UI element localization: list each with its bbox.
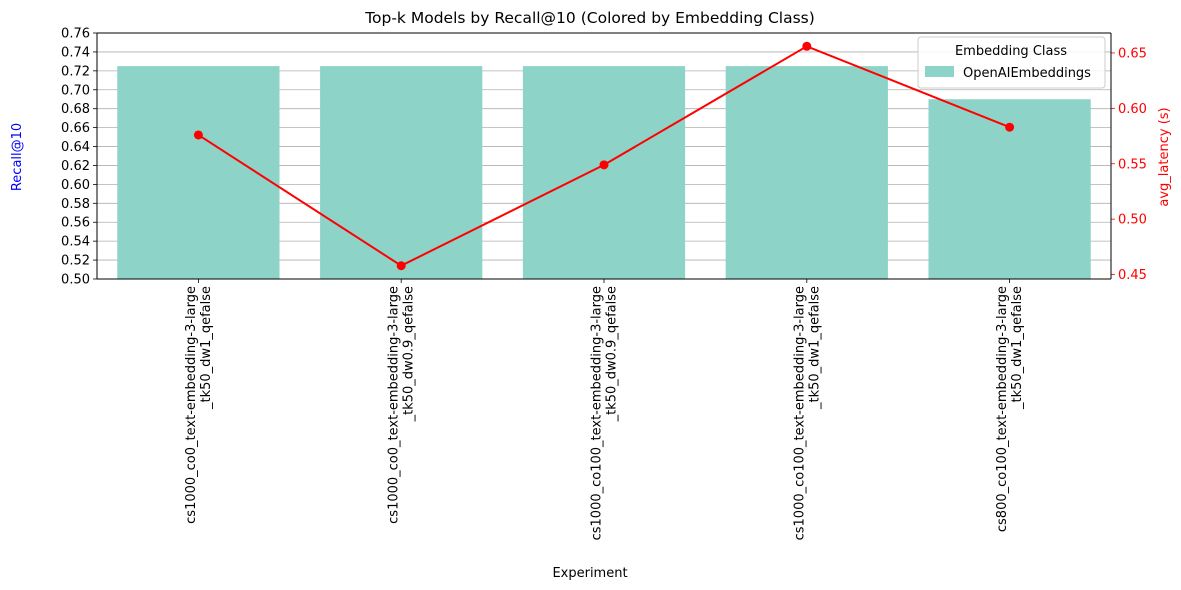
- y-axis-label: Recall@10: [10, 123, 25, 191]
- bars-group: [117, 66, 1091, 279]
- latency-point: [599, 160, 609, 170]
- x-tick-label-line: _tk50_dw1_qefalse: [807, 286, 822, 410]
- x-tick-label-line: cs1000_co100_text-embedding-3-large: [590, 286, 605, 540]
- y-tick-label: 0.52: [61, 254, 90, 269]
- y-tick-label: 0.64: [61, 140, 90, 155]
- x-tick-label-line: _tk50_dw0.9_qefalse: [605, 286, 620, 422]
- x-tick-label: cs1000_co0_text-embedding-3-large _tk50_d…: [184, 286, 214, 524]
- x-tick-labels: cs1000_co0_text-embedding-3-large _tk50_d…: [184, 286, 1025, 540]
- bar: [117, 66, 280, 279]
- y2-axis-label: avg_latency (s): [1157, 107, 1172, 206]
- y-tick-label: 0.56: [61, 216, 90, 231]
- x-tick-label-line: cs1000_co0_text-embedding-3-large: [184, 286, 199, 524]
- y-tick-label: 0.76: [61, 27, 90, 42]
- x-tick-label: cs1000_co0_text-embedding-3-large _tk50_d…: [387, 286, 417, 524]
- legend-title: Embedding Class: [955, 44, 1067, 59]
- y-tick-label: 0.72: [61, 64, 90, 79]
- y-tick-label: 0.68: [61, 102, 90, 117]
- legend-box: [917, 36, 1106, 89]
- y-tick-label: 0.58: [61, 197, 90, 212]
- x-axis-label: Experiment: [552, 566, 627, 581]
- y2-tick-label: 0.65: [1118, 46, 1147, 61]
- latency-point: [1005, 122, 1015, 132]
- x-tick-label-line: _tk50_dw0.9_qefalse: [402, 286, 417, 422]
- x-tick-label: cs800_co100_text-embedding-3-large _tk50_…: [995, 286, 1025, 532]
- x-tick-label-line: _tk50_dw1_qefalse: [199, 286, 214, 410]
- legend-entry-label: OpenAIEmbeddings: [963, 66, 1091, 81]
- axes-group: 0.50 0.52 0.54 0.56 0.58 0.60 0.62 0.64 0.66 0.68…: [61, 27, 1147, 288]
- x-tick-label-line: cs1000_co100_text-embedding-3-large: [792, 286, 807, 540]
- bar: [522, 66, 686, 279]
- y-tick-label: 0.50: [61, 273, 90, 288]
- chart-title: Top-k Models by Recall@10 (Colored by Em…: [364, 9, 815, 27]
- x-tick-label-line: cs1000_co0_text-embedding-3-large: [387, 286, 402, 524]
- latency-line-group: [193, 41, 1015, 271]
- latency-point: [193, 130, 203, 140]
- y-tick-label: 0.70: [61, 83, 90, 98]
- y-tick-label: 0.74: [61, 45, 90, 60]
- bar: [320, 66, 483, 279]
- x-tick-label: cs1000_co100_text-embedding-3-large _tk50…: [792, 286, 822, 540]
- y-tick-label: 0.62: [61, 159, 90, 174]
- y2-tick-label: 0.50: [1118, 213, 1147, 228]
- latency-point: [396, 261, 406, 271]
- x-tick-label-line: cs800_co100_text-embedding-3-large: [995, 286, 1010, 532]
- legend-swatch: [925, 66, 954, 77]
- y2-tick-label: 0.60: [1118, 102, 1147, 117]
- y-tick-label: 0.66: [61, 121, 90, 136]
- y2-tick-label: 0.45: [1118, 268, 1147, 283]
- y2-tick-label: 0.55: [1118, 157, 1147, 172]
- y-tick-label: 0.54: [61, 235, 90, 250]
- bar: [725, 66, 888, 279]
- y-tick-label: 0.60: [61, 178, 90, 193]
- x-tick-label: cs1000_co100_text-embedding-3-large _tk50…: [590, 286, 620, 540]
- latency-point: [802, 41, 812, 51]
- x-tick-label-line: _tk50_dw1_qefalse: [1010, 286, 1025, 410]
- legend: Embedding Class OpenAIEmbeddings: [917, 36, 1106, 89]
